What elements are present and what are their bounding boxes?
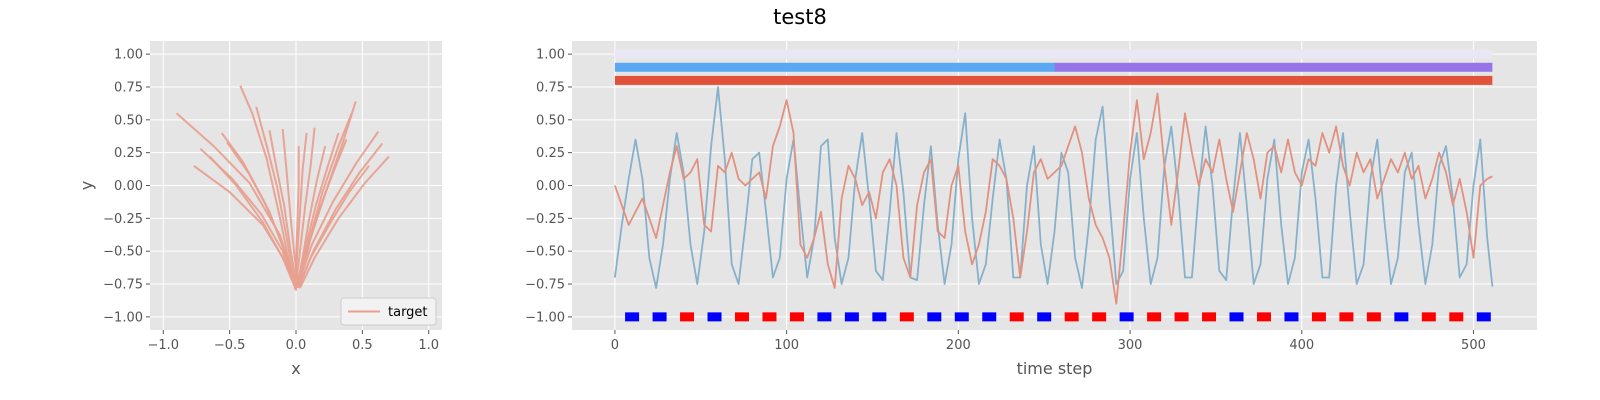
time-series-x-tick-label: 100 bbox=[774, 338, 799, 353]
legend-label-target: target bbox=[388, 305, 428, 320]
event-marker bbox=[1229, 312, 1244, 322]
event-marker bbox=[1256, 312, 1271, 322]
event-marker bbox=[1009, 312, 1024, 322]
time-series-y-tick-label: −0.25 bbox=[525, 212, 565, 227]
time-series-y-tick-label: 0.00 bbox=[536, 179, 565, 194]
trajectory-plot: −1.0 −0.5 0.0 0.5 1.0 1.00 0.75 0.50 0.25 0.00 −0.… bbox=[77, 41, 442, 378]
event-marker bbox=[1064, 312, 1079, 322]
event-marker bbox=[1339, 312, 1354, 322]
legend-box bbox=[340, 297, 437, 326]
event-marker bbox=[1394, 312, 1409, 322]
event-marker bbox=[1449, 312, 1464, 322]
trajectory-x-tick-label: −1.0 bbox=[147, 338, 179, 353]
target-trajectory-line bbox=[226, 141, 297, 282]
time-series-y-tick-label: 0.50 bbox=[536, 113, 565, 128]
event-marker bbox=[680, 312, 695, 322]
event-marker bbox=[789, 312, 804, 322]
time-series-y-tick-label: −1.00 bbox=[525, 310, 565, 325]
time-series-x-tick-label: 300 bbox=[1118, 338, 1143, 353]
signal-line bbox=[614, 92, 1493, 305]
trajectory-y-tick-label: 0.75 bbox=[114, 80, 143, 95]
event-marker bbox=[817, 312, 832, 322]
trajectory-x-tick-label: −0.5 bbox=[214, 338, 246, 353]
time-series-plot-ticks: 0 100 200 300 400 500 1.00 0.75 0.50 0.25 0.00 −0.2… bbox=[525, 48, 1486, 353]
event-marker bbox=[1147, 312, 1162, 322]
trajectory-y-tick-label: −1.00 bbox=[103, 310, 143, 325]
trajectory-y-tick-label: 0.25 bbox=[114, 146, 143, 161]
trajectory-x-tick-label: 0.5 bbox=[352, 338, 373, 353]
event-marker bbox=[625, 312, 640, 322]
target-trajectory-line bbox=[296, 139, 348, 285]
trajectory-y-tick-label: 0.50 bbox=[114, 113, 143, 128]
event-marker bbox=[1092, 312, 1107, 322]
time-series-lines bbox=[614, 86, 1494, 305]
trajectory-y-tick-label: −0.75 bbox=[103, 278, 143, 293]
status-bar-segment bbox=[1054, 62, 1493, 72]
event-marker bbox=[1421, 312, 1436, 322]
event-marker bbox=[982, 312, 997, 322]
trajectory-x-tick-label: 1.0 bbox=[418, 338, 439, 353]
status-bar-segment bbox=[614, 49, 1493, 59]
target-trajectory-line bbox=[208, 155, 296, 287]
target-trajectory-line bbox=[297, 165, 370, 289]
event-marker bbox=[734, 312, 749, 322]
event-marker bbox=[1119, 312, 1134, 322]
time-series-x-tick-label: 500 bbox=[1461, 338, 1486, 353]
time-series-horizontal-bars bbox=[614, 49, 1493, 85]
event-marker bbox=[954, 312, 969, 322]
time-series-markers bbox=[625, 312, 1491, 322]
target-trajectory-line bbox=[268, 130, 299, 289]
trajectory-y-tick-label: −0.25 bbox=[103, 212, 143, 227]
event-marker bbox=[927, 312, 942, 322]
trajectory-y-tick-label: 1.00 bbox=[114, 48, 143, 63]
event-marker bbox=[652, 312, 667, 322]
time-series-x-tick-label: 0 bbox=[611, 338, 619, 353]
time-series-y-tick-label: −0.50 bbox=[525, 245, 565, 260]
trajectory-plot-lines bbox=[175, 85, 390, 291]
time-series-x-tick-label: 400 bbox=[1289, 338, 1314, 353]
time-series-y-tick-label: 0.75 bbox=[536, 80, 565, 95]
event-marker bbox=[1366, 312, 1381, 322]
trajectory-legend: target bbox=[340, 297, 437, 326]
target-trajectory-line bbox=[296, 132, 340, 285]
target-trajectory-line bbox=[295, 146, 300, 291]
trajectory-plot-grid bbox=[150, 41, 442, 330]
event-marker bbox=[1174, 312, 1189, 322]
event-marker bbox=[1476, 312, 1491, 322]
trajectory-y-tick-label: 0.00 bbox=[114, 179, 143, 194]
target-trajectory-line bbox=[239, 85, 292, 272]
event-marker bbox=[1284, 312, 1299, 322]
time-series-y-tick-label: 0.25 bbox=[536, 146, 565, 161]
trajectory-y-axis-label: y bbox=[77, 181, 96, 190]
event-marker bbox=[899, 312, 914, 322]
event-marker bbox=[844, 312, 859, 322]
trajectory-y-tick-label: −0.50 bbox=[103, 245, 143, 260]
target-trajectory-line bbox=[255, 106, 296, 286]
time-series-y-tick-label: 1.00 bbox=[536, 48, 565, 63]
event-marker bbox=[1311, 312, 1326, 322]
target-trajectory-line bbox=[295, 127, 316, 286]
event-marker bbox=[1202, 312, 1217, 322]
status-bar-segment bbox=[614, 62, 1055, 72]
trajectory-x-tick-label: 0.0 bbox=[286, 338, 307, 353]
status-bar-segment bbox=[614, 75, 1493, 85]
event-marker bbox=[1037, 312, 1052, 322]
event-marker bbox=[707, 312, 722, 322]
trajectory-x-axis-label: x bbox=[291, 359, 300, 378]
target-trajectory-line bbox=[297, 131, 380, 284]
time-series-y-tick-label: −0.75 bbox=[525, 278, 565, 293]
figure-title: test8 bbox=[773, 5, 827, 29]
trajectory-plot-ticks: −1.0 −0.5 0.0 0.5 1.0 1.00 0.75 0.50 0.25 0.00 −0.… bbox=[103, 48, 439, 353]
event-marker bbox=[872, 312, 887, 322]
time-series-x-tick-label: 200 bbox=[946, 338, 971, 353]
time-series-plot: 0 100 200 300 400 500 1.00 0.75 0.50 0.25 0.00 −0.2… bbox=[525, 41, 1537, 378]
event-marker bbox=[762, 312, 777, 322]
time-series-x-axis-label: time step bbox=[1017, 359, 1093, 378]
target-trajectory-line bbox=[299, 155, 390, 289]
signal-line bbox=[614, 86, 1494, 289]
